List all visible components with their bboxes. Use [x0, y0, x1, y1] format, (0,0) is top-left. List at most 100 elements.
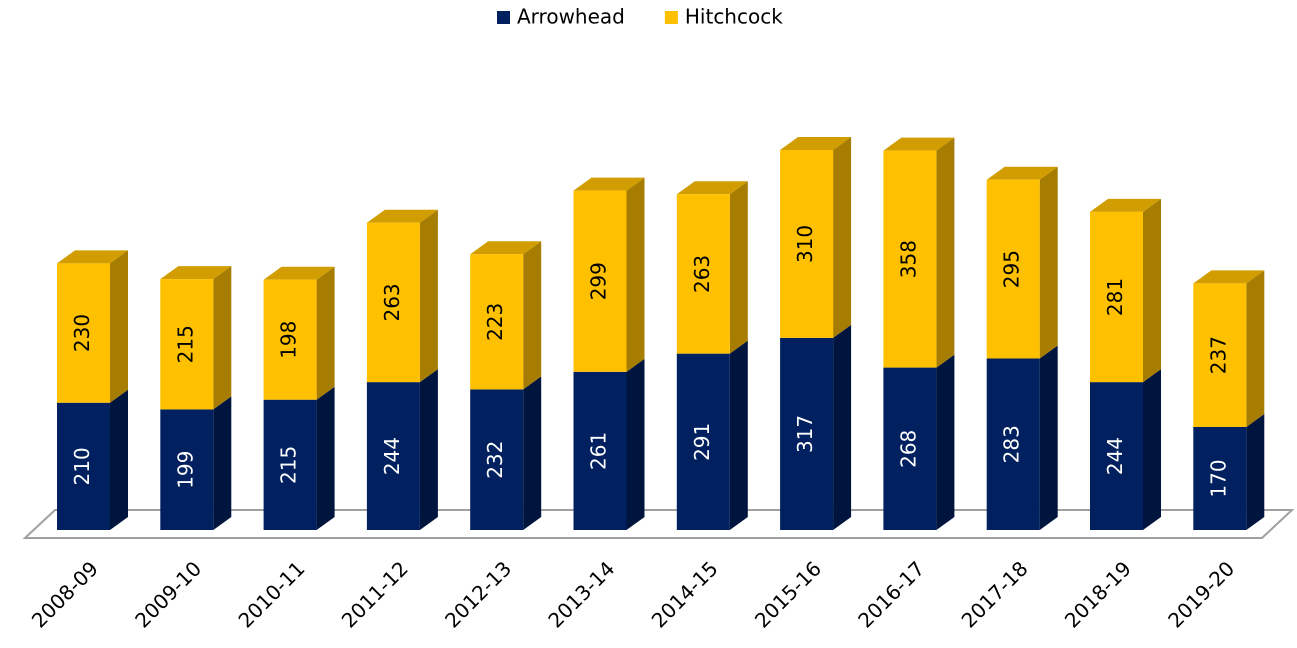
bar-segment	[57, 263, 110, 403]
data-label: 283	[1000, 425, 1024, 463]
bar-top	[1193, 270, 1265, 284]
data-label: 223	[483, 303, 507, 341]
bar-side	[213, 266, 232, 410]
x-tick-label: 2013-14	[543, 556, 619, 632]
bar-top	[160, 266, 232, 280]
bar-side	[110, 250, 128, 403]
x-tick-label: 2017-18	[957, 556, 1033, 632]
bar-segment	[366, 382, 420, 530]
bar-side	[1246, 413, 1265, 530]
bar-segment	[883, 150, 937, 368]
bar-segment	[883, 367, 937, 530]
bar-side	[523, 241, 542, 390]
bar-side	[833, 324, 852, 530]
data-label: 230	[70, 314, 94, 352]
bar-segment	[366, 222, 420, 383]
data-label: 317	[793, 415, 817, 453]
bar-segment	[986, 179, 1040, 359]
bar-segment	[573, 190, 627, 372]
legend-label: Arrowhead	[517, 5, 625, 29]
bar-top	[883, 137, 955, 151]
data-label: 299	[587, 262, 611, 300]
x-tick-label: 2008-09	[27, 556, 103, 632]
bar-segment	[57, 402, 110, 530]
bar-side	[1246, 270, 1265, 427]
floor	[22, 509, 1295, 539]
bar-top	[366, 209, 438, 223]
data-label: 310	[793, 225, 817, 263]
x-tick-label: 2014-15	[647, 556, 723, 632]
legend-label: Hitchcock	[685, 5, 783, 29]
bar-segment	[780, 150, 834, 338]
bar-side	[213, 396, 232, 530]
data-label: 268	[896, 430, 920, 468]
bar-side	[1143, 369, 1161, 530]
bar-segment	[780, 337, 834, 530]
bar-side	[419, 209, 438, 383]
data-label: 232	[483, 441, 507, 479]
data-label: 358	[896, 240, 920, 278]
bar-side	[729, 181, 748, 354]
data-label: 215	[173, 325, 197, 363]
bar-segment	[986, 358, 1040, 530]
legend-swatch	[664, 11, 678, 24]
legend-swatch	[497, 11, 510, 24]
data-label: 198	[277, 321, 301, 359]
bar-segment	[1090, 211, 1143, 383]
bar-side	[936, 137, 955, 368]
bar-segment	[263, 279, 317, 400]
data-label: 244	[1103, 437, 1127, 475]
bar-segment	[573, 371, 627, 530]
bar-side	[110, 389, 128, 530]
data-label: 263	[380, 283, 404, 321]
x-tick-label: 2018-19	[1060, 556, 1136, 632]
x-tick-label: 2011-12	[337, 556, 413, 632]
bar-side	[316, 386, 335, 530]
data-label: 263	[690, 255, 714, 293]
bar-side	[316, 266, 335, 400]
bar-top	[57, 250, 128, 264]
data-label: 291	[690, 423, 714, 461]
data-label: 170	[1206, 459, 1230, 497]
bar-side	[626, 177, 645, 372]
data-label: 210	[70, 447, 94, 485]
data-label: 295	[1000, 250, 1024, 288]
bar-side	[523, 376, 542, 530]
bar-side	[833, 137, 852, 338]
bar-segment	[160, 409, 214, 530]
bar-top	[263, 266, 335, 280]
bar-top	[1090, 198, 1161, 212]
bar-side	[1039, 166, 1058, 359]
x-tick-label: 2015-16	[750, 556, 826, 632]
bar-side	[729, 340, 748, 530]
bar-side	[936, 354, 955, 530]
bar-segment	[1193, 426, 1247, 530]
bar-segment	[676, 194, 730, 354]
x-tick-label: 2016-17	[853, 556, 929, 632]
bar-segment	[1090, 382, 1143, 530]
bar-segment	[1193, 283, 1247, 427]
bar-top	[573, 177, 645, 191]
bar-segment	[160, 279, 214, 410]
bar-top	[470, 241, 542, 255]
data-label: 281	[1103, 278, 1127, 316]
bar-side	[1143, 198, 1161, 383]
data-label: 215	[277, 446, 301, 484]
data-label: 244	[380, 437, 404, 475]
x-tick-label: 2012-13	[440, 556, 516, 632]
x-tick-label: 2009-10	[130, 556, 206, 632]
bar-top	[986, 166, 1058, 180]
x-tick-label: 2010-11	[233, 556, 309, 632]
bar-top	[780, 137, 852, 150]
bar-segment	[470, 389, 524, 530]
bar-top	[676, 181, 748, 195]
x-tick-label: 2019-20	[1163, 556, 1239, 632]
bar-side	[419, 369, 438, 530]
bar-segment	[676, 353, 730, 530]
data-label: 261	[587, 432, 611, 470]
data-label: 199	[173, 451, 197, 489]
bar-segment	[263, 399, 317, 530]
bar-side	[1039, 345, 1058, 530]
